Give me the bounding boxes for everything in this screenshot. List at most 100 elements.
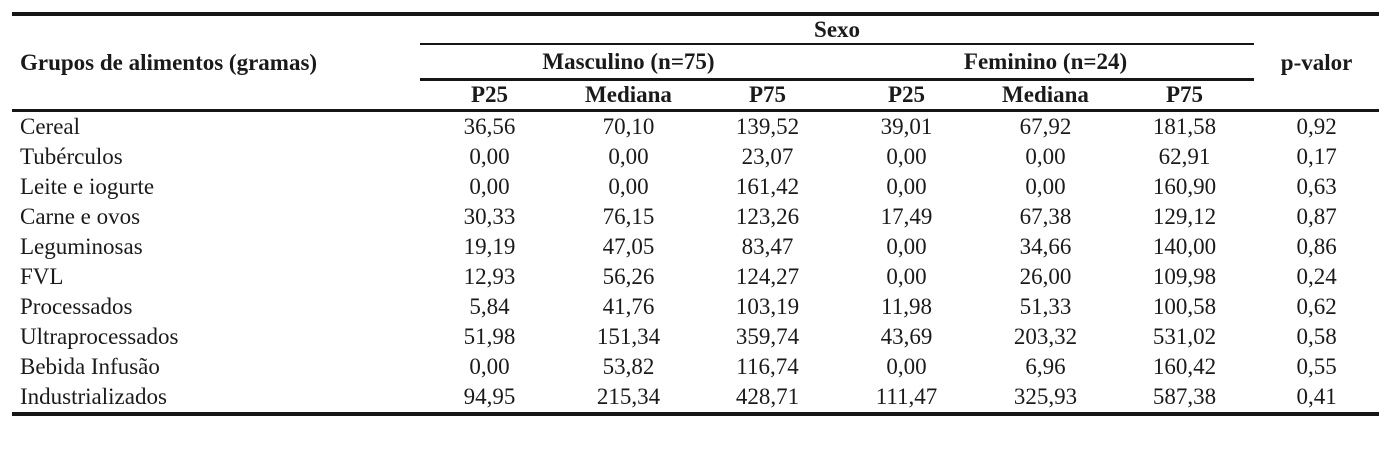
row-label: Ultraprocessados [20,324,179,350]
row-label: Leguminosas [20,234,143,260]
subheader-p75-masculino: P75 [698,79,837,112]
header-p-valor: p-valor [1254,14,1380,112]
value-cell: 151,34 [596,324,661,350]
row-label: Tubérculos [20,144,123,170]
value-cell: 0,00 [886,264,927,290]
value-cell: 56,26 [602,264,655,290]
value-cell: 428,71 [735,384,800,410]
header-row-percentiles: P25 Mediana P75 P25 Mediana P75 [12,79,1379,112]
value-cell: 160,42 [1152,354,1217,380]
table-row: Ultraprocessados 51,98 151,34 359,74 43,… [12,322,1379,352]
value-cell: 26,00 [1019,264,1072,290]
value-cell: 160,90 [1152,174,1217,200]
row-label: Bebida Infusão [20,354,160,380]
p-value-cell: 0,63 [1296,174,1337,200]
table-row: Leguminosas 19,19 47,05 83,47 0,00 34,66… [12,232,1379,262]
value-cell: 53,82 [602,354,655,380]
value-cell: 94,95 [463,384,516,410]
table-row: Carne e ovos 30,33 76,15 123,26 17,49 67… [12,202,1379,232]
value-cell: 123,26 [735,204,800,230]
value-cell: 161,42 [735,174,800,200]
table-row: Bebida Infusão 0,00 53,82 116,74 0,00 6,… [12,352,1379,382]
value-cell: 51,98 [463,324,516,350]
table-row: Industrializados 94,95 215,34 428,71 111… [12,382,1379,414]
value-cell: 0,00 [469,354,510,380]
header-sexo: Sexo [420,14,1255,45]
table-row: Processados 5,84 41,76 103,19 11,98 51,3… [12,292,1379,322]
row-label: Processados [20,294,133,320]
value-cell: 0,00 [886,234,927,260]
subheader-mediana-masculino: Mediana [559,79,698,112]
value-cell: 19,19 [463,234,516,260]
p-value-cell: 0,17 [1296,144,1337,170]
value-cell: 5,84 [469,294,510,320]
value-cell: 83,47 [741,234,794,260]
p-value-cell: 0,55 [1296,354,1337,380]
table-row: FVL 12,93 56,26 124,27 0,00 26,00 109,98… [12,262,1379,292]
value-cell: 76,15 [602,204,655,230]
value-cell: 325,93 [1013,384,1078,410]
value-cell: 116,74 [736,354,799,380]
value-cell: 0,00 [469,174,510,200]
p-value-cell: 0,62 [1296,294,1337,320]
value-cell: 124,27 [735,264,800,290]
value-cell: 140,00 [1152,234,1217,260]
p-value-cell: 0,92 [1296,114,1337,140]
value-cell: 47,05 [602,234,655,260]
p-value-cell: 0,87 [1296,204,1337,230]
value-cell: 0,00 [886,354,927,380]
value-cell: 30,33 [463,204,516,230]
value-cell: 129,12 [1152,204,1217,230]
value-cell: 0,00 [886,144,927,170]
subheader-p25-masculino: P25 [420,79,559,112]
value-cell: 67,92 [1019,114,1072,140]
subheader-p75-feminino: P75 [1115,79,1255,112]
header-row-groups: Masculino (n=75) Feminino (n=24) [12,44,1379,81]
value-cell: 36,56 [463,114,516,140]
table-header: Grupos de alimentos (gramas) Sexo p-valo… [12,14,1380,112]
value-cell: 139,52 [735,114,800,140]
value-cell: 111,47 [875,384,938,410]
value-cell: 39,01 [880,114,933,140]
table-row: Cereal 36,56 70,10 139,52 39,01 67,92 18… [12,111,1379,143]
value-cell: 0,00 [886,174,927,200]
p-value-cell: 0,58 [1296,324,1337,350]
header-feminino: Feminino (n=24) [837,44,1255,81]
value-cell: 0,00 [608,144,649,170]
value-cell: 6,96 [1025,354,1066,380]
row-label: Carne e ovos [20,204,141,230]
food-groups-percentiles-table: Grupos de alimentos (gramas) Sexo p-valo… [12,12,1380,416]
row-label: Cereal [20,114,81,140]
row-label: FVL [20,264,64,290]
value-cell: 12,93 [463,264,516,290]
header-row-sexo: Grupos de alimentos (gramas) Sexo p-valo… [12,14,1380,112]
value-cell: 67,38 [1019,204,1072,230]
subheader-p25-feminino: P25 [837,79,976,112]
row-label: Leite e iogurte [20,174,155,200]
value-cell: 531,02 [1152,324,1217,350]
value-cell: 0,00 [1025,174,1066,200]
value-cell: 215,34 [596,384,661,410]
value-cell: 103,19 [735,294,800,320]
p-value-cell: 0,86 [1296,234,1337,260]
value-cell: 11,98 [881,294,932,320]
value-cell: 17,49 [880,204,933,230]
p-value-cell: 0,41 [1296,384,1337,410]
value-cell: 587,38 [1152,384,1217,410]
value-cell: 100,58 [1152,294,1217,320]
p-value-cell: 0,24 [1296,264,1337,290]
value-cell: 0,00 [608,174,649,200]
value-cell: 70,10 [602,114,655,140]
value-cell: 0,00 [1025,144,1066,170]
table-row: Tubérculos 0,00 0,00 23,07 0,00 0,00 62,… [12,142,1379,172]
value-cell: 109,98 [1152,264,1217,290]
value-cell: 43,69 [880,324,933,350]
table-body: Cereal 36,56 70,10 139,52 39,01 67,92 18… [12,111,1379,415]
subheader-mediana-feminino: Mediana [976,79,1115,112]
value-cell: 41,76 [602,294,655,320]
value-cell: 203,32 [1013,324,1078,350]
value-cell: 23,07 [741,144,794,170]
row-label: Industrializados [20,384,167,410]
header-food-groups: Grupos de alimentos (gramas) [12,14,420,112]
table-row: Leite e iogurte 0,00 0,00 161,42 0,00 0,… [12,172,1379,202]
